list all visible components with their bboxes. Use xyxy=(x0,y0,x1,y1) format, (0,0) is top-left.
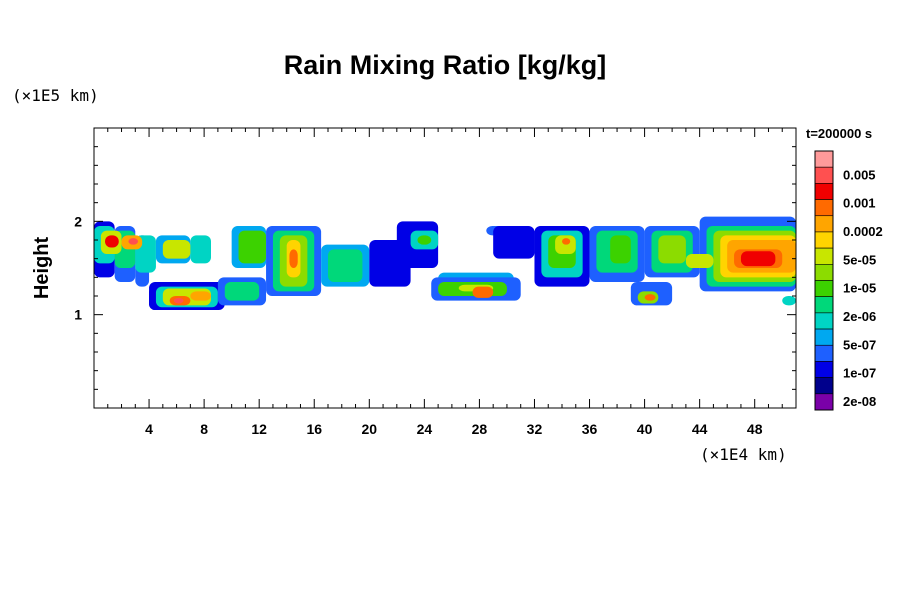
colorbar: 0.005 0.001 0.0002 5e-05 1e-05 2e-06 5e-07 1e-0… xyxy=(814,150,883,411)
x-tick-label: 20 xyxy=(362,421,378,437)
heatmap-cell xyxy=(190,291,211,301)
colorbar-swatch xyxy=(814,280,834,297)
colorbar-swatch xyxy=(814,296,834,314)
x-tick-label: 24 xyxy=(417,421,433,437)
x-unit-label: (×1E4 km) xyxy=(700,445,787,464)
x-tick-label: 44 xyxy=(692,421,708,437)
heatmap-cell xyxy=(224,282,260,301)
colorbar-label: 0.001 xyxy=(843,196,876,211)
x-tick-label: 48 xyxy=(747,421,763,437)
heatmap-cell xyxy=(658,235,686,264)
colorbar-label: 0.005 xyxy=(843,167,876,182)
y-tick-label: 2 xyxy=(74,213,82,229)
heatmap-cell xyxy=(328,249,363,282)
y-axis: 12 xyxy=(74,146,796,390)
heatmap-cell xyxy=(555,235,576,254)
colorbar-label: 0.0002 xyxy=(843,224,883,239)
x-tick-label: 8 xyxy=(200,421,208,437)
colorbar-label: 1e-05 xyxy=(843,281,876,296)
colorbar-swatch xyxy=(814,312,834,330)
heatmap-cell xyxy=(105,235,119,248)
heatmap-cell xyxy=(162,240,191,259)
colorbar-swatch xyxy=(814,264,834,281)
colorbar-frame xyxy=(814,150,834,411)
colorbar-swatch xyxy=(814,231,834,249)
colorbar-swatch xyxy=(814,150,834,168)
x-tick-label: 12 xyxy=(251,421,267,437)
colorbar-swatch xyxy=(814,166,834,184)
colorbar-label: 2e-06 xyxy=(843,309,876,324)
heatmap-cells xyxy=(94,216,796,310)
heatmap-cell xyxy=(740,251,776,267)
colorbar-swatch xyxy=(814,199,834,217)
x-tick-label: 16 xyxy=(306,421,322,437)
colorbar-swatch xyxy=(814,377,834,395)
heatmap-cell xyxy=(128,238,139,245)
colorbar-label: 2e-08 xyxy=(843,394,876,409)
heatmap-cell xyxy=(685,254,714,268)
x-axis: 4 8 12 16 20 24 28 32 36 40 44 48 xyxy=(107,128,783,437)
heatmap-cell xyxy=(562,238,571,245)
colorbar-swatch xyxy=(814,344,834,362)
heatmap-cell xyxy=(782,296,796,306)
time-label: t=200000 s xyxy=(806,126,872,141)
heatmap-cell xyxy=(493,226,535,259)
y-unit-label: (×1E5 km) xyxy=(12,86,99,105)
heatmap-cell xyxy=(417,235,432,245)
x-tick-label: 40 xyxy=(637,421,653,437)
heatmap-cell xyxy=(610,235,631,264)
heatmap-cell xyxy=(173,297,184,304)
colorbar-label: 5e-05 xyxy=(843,252,876,267)
colorbar-swatch xyxy=(814,183,834,200)
x-tick-label: 4 xyxy=(145,421,153,437)
x-tick-label: 28 xyxy=(472,421,488,437)
colorbar-swatch xyxy=(814,328,834,346)
heatmap-cell xyxy=(238,230,267,264)
y-axis-title: Height xyxy=(31,237,53,300)
heatmap-cell xyxy=(289,249,298,268)
heatmap-cell xyxy=(472,286,494,298)
heatmap-cell xyxy=(190,235,211,264)
colorbar-swatch xyxy=(814,361,834,378)
colorbar-swatch xyxy=(814,215,834,233)
y-tick-label: 1 xyxy=(74,307,82,323)
colorbar-swatch xyxy=(814,393,834,411)
colorbar-label: 1e-07 xyxy=(843,366,876,381)
heatmap-cell xyxy=(644,294,656,301)
colorbar-swatch xyxy=(814,247,834,265)
chart-title: Rain Mixing Ratio [kg/kg] xyxy=(284,50,607,80)
colorbar-label: 5e-07 xyxy=(843,337,876,352)
x-tick-label: 36 xyxy=(582,421,598,437)
x-tick-label: 32 xyxy=(527,421,543,437)
plot-frame xyxy=(93,127,797,409)
